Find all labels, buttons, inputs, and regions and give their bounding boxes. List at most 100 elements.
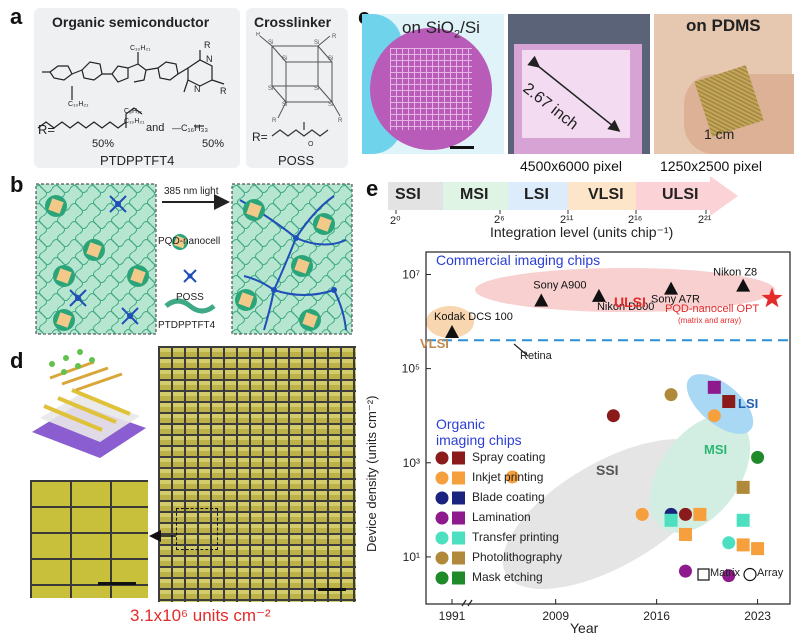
msi-region	[649, 415, 751, 533]
level-tick-2: 2¹¹	[560, 214, 574, 226]
integration-level-bar	[388, 176, 738, 216]
px-label-1: 4500x6000 pixel	[520, 158, 622, 174]
legend-array-symbol	[435, 571, 449, 585]
organic-array-point	[722, 569, 736, 583]
level-axis-label: Integration level (units chip⁻¹)	[490, 224, 674, 240]
svg-text:R: R	[332, 34, 337, 40]
svg-text:Si: Si	[328, 56, 333, 62]
organic-array-point	[707, 409, 721, 423]
crosslinker-title: Crosslinker	[254, 14, 332, 30]
organic-array-point	[678, 564, 692, 578]
zoom-scale-bar	[98, 582, 136, 585]
legend-matrix-symbol	[452, 571, 465, 585]
svg-text:N: N	[206, 54, 213, 64]
pdms-label: on PDMS	[686, 16, 761, 35]
legend-poss: POSS	[176, 292, 204, 303]
svg-text:Si: Si	[328, 102, 333, 108]
organic-array-point	[722, 536, 736, 550]
opt-sub-label: (matrix and array)	[678, 316, 742, 325]
ssi-label: SSI	[596, 462, 619, 478]
lsi-label: LSI	[738, 396, 759, 411]
commercial-point	[534, 293, 549, 307]
semi-name: PTDPPTFT4	[100, 153, 175, 168]
organic-array-point	[664, 388, 678, 402]
semi-r-and: and	[146, 122, 165, 134]
svg-text:Si: Si	[282, 102, 287, 108]
x-tick-label: 2009	[542, 609, 569, 623]
acrylate-group-structure: O	[271, 122, 329, 148]
level-lsi: LSI	[524, 186, 549, 203]
retina-pointer	[513, 343, 529, 357]
cross-r-prefix: R=	[252, 130, 268, 144]
organic-array-point	[505, 470, 519, 484]
level-tick-4: 2²¹	[698, 214, 712, 226]
x-tick-label: 2016	[643, 609, 670, 623]
legend-method-label: Transfer printing	[472, 530, 559, 544]
organic-matrix-point	[736, 513, 750, 527]
semiconductor-title: Organic semiconductor	[52, 14, 210, 30]
organic-array-point	[678, 507, 692, 521]
crosslinker-box	[246, 8, 348, 168]
svg-text:Si: Si	[314, 40, 319, 46]
legend-array-symbol	[435, 491, 449, 505]
svg-text:C₁₀H₂₁: C₁₀H₂₁	[130, 45, 151, 52]
svg-text:Si: Si	[268, 40, 273, 46]
px-label-2: 1250x2500 pixel	[660, 158, 762, 174]
svg-text:R: R	[256, 32, 261, 38]
legend-array-symbol	[435, 551, 449, 565]
ulsi-label: ULSI	[614, 294, 646, 310]
legend-method-label: Lamination	[472, 510, 531, 524]
retina-label: Retina	[520, 350, 552, 362]
svg-text:R: R	[272, 118, 277, 124]
organic-matrix-point	[722, 395, 736, 409]
level-ssi: SSI	[395, 186, 421, 203]
commercial-point	[664, 281, 679, 295]
commercial-point	[591, 288, 606, 302]
device-stack-illustration	[32, 349, 146, 458]
svg-text:C₁₀H₂₁: C₁₀H₂₁	[68, 101, 89, 108]
x-tick-label: 2023	[744, 609, 771, 623]
panel-label-e: e	[366, 176, 379, 201]
svg-text:Si: Si	[314, 86, 319, 92]
semi-sub-c16: —C₁₆H₃₃	[172, 123, 208, 133]
density-vs-year-chart: 10¹ 10³ 10⁵ 10⁷ 1991 2009 2016 2023 Kodak DCS …	[402, 251, 791, 623]
zoom-arrow	[149, 530, 176, 542]
svg-text:R: R	[220, 86, 227, 96]
commercial-label: Kodak DCS 100	[434, 311, 513, 323]
organic-matrix-point	[693, 507, 707, 521]
level-vlsi: VLSI	[588, 186, 624, 203]
legend-array-symbol	[435, 531, 449, 545]
key-matrix-label: Matrix	[710, 567, 740, 579]
legend-matrix-symbol	[452, 471, 465, 485]
legend-method-label: Blade coating	[472, 490, 545, 504]
light-label: 385 nm light	[164, 186, 219, 197]
key-array-symbol	[743, 567, 757, 582]
semi-pct-2: 50%	[202, 138, 225, 150]
vlsi-label: VLSI	[420, 336, 449, 351]
organic-matrix-point	[678, 527, 692, 541]
legend-array-symbol	[435, 451, 449, 465]
zoomed-pixel-array	[30, 480, 148, 598]
density-label: 3.1x10⁶ units cm⁻²	[130, 606, 271, 625]
y-tick-label: 10⁷	[402, 267, 420, 281]
panel-label-a: a	[10, 4, 23, 29]
legend-method-label: Mask etching	[472, 570, 543, 584]
x-tick-label: 1991	[439, 609, 466, 623]
lsi-region	[686, 374, 754, 434]
cm-label: 1 cm	[704, 126, 735, 142]
level-tick-3: 2¹⁶	[628, 214, 643, 226]
legend-pqd: PQD-nanocell	[158, 236, 221, 247]
ptdpptft4-structure: C₁₀H₂₁ C₁₀H₂₁ R R N N	[37, 40, 227, 129]
vlsi-region	[426, 306, 474, 338]
legend-matrix-symbol	[452, 451, 465, 465]
commercial-label: Sony A900	[533, 279, 586, 291]
semi-sub-c8: C₈H₁₇	[124, 108, 142, 115]
commercial-title: Commercial imaging chips	[436, 252, 601, 268]
commercial-label: Sony A7R	[651, 294, 700, 306]
poss-cage-structure: Si Si Si Si Si Si Si Si R R R R	[256, 32, 343, 124]
svg-text:Si: Si	[282, 56, 287, 62]
legend-matrix-symbol	[452, 511, 465, 525]
legend-array-symbol	[435, 471, 449, 485]
wafer-label: on SiO2/Si	[402, 18, 480, 41]
legend-ptdpptft4: PTDPPTFT4	[158, 320, 216, 331]
